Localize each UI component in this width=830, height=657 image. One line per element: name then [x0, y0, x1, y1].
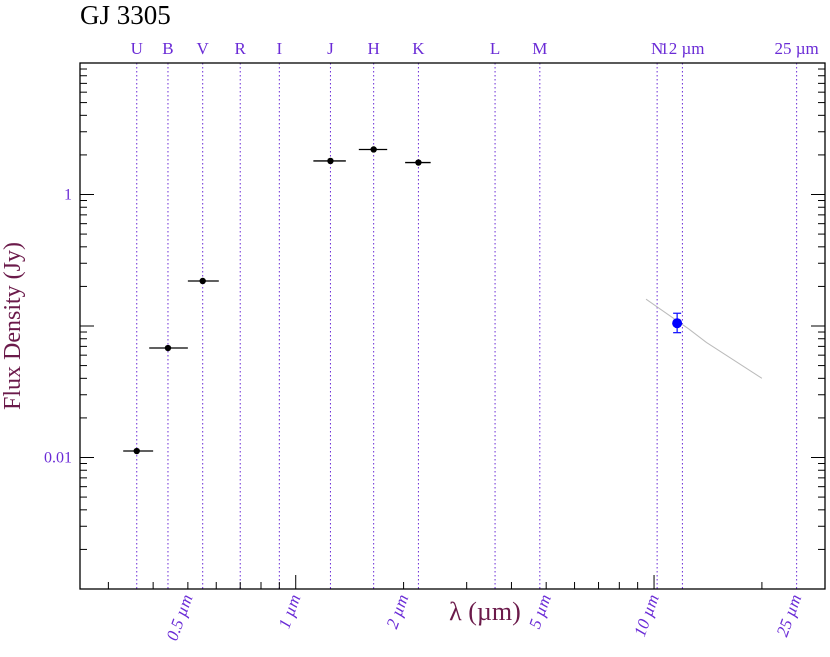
- band-label-3: R: [235, 39, 247, 58]
- mid-ir-point: [672, 318, 683, 329]
- band-labels: U B V R I J H K L M N12 µm 25 µm: [131, 39, 819, 58]
- plot-frame: [79, 62, 826, 590]
- photometry-point-0: [133, 447, 140, 455]
- band-label-8: L: [490, 39, 500, 58]
- band-label-1: B: [162, 39, 173, 58]
- band-label-0: U: [131, 39, 143, 58]
- chart-title: GJ 3305: [80, 0, 171, 30]
- x-tick-label-3: 5 µm: [525, 592, 555, 631]
- x-tick-label-2: 2 µm: [383, 592, 413, 631]
- photometry-point-2: [199, 277, 206, 285]
- band-label-6: H: [368, 39, 380, 58]
- photometry-points: [123, 146, 683, 455]
- photometry-point-4: [370, 146, 377, 153]
- band-label-12: 25 µm: [774, 39, 818, 58]
- band-label-2: V: [197, 39, 210, 58]
- x-tick-label-1: 1 µm: [275, 592, 305, 631]
- photometry-point-1: [164, 344, 172, 352]
- spectrum-tail: [645, 298, 763, 379]
- band-label-10: N: [651, 39, 663, 58]
- band-label-5: J: [327, 39, 334, 58]
- x-axis-label: λ (µm): [449, 597, 521, 626]
- band-label-4: I: [276, 39, 282, 58]
- band-label-11: 12 µm: [660, 39, 704, 58]
- tick-labels: 1 0.01 0.5 µm 1 µm 2 µm 5 µm 10 µm 25 µm: [44, 187, 805, 644]
- y-axis-label: Flux Density (Jy): [0, 242, 26, 410]
- band-label-7: K: [412, 39, 425, 58]
- x-tick-label-0: 0.5 µm: [162, 592, 196, 643]
- x-tick-label-5: 25 µm: [773, 592, 806, 639]
- x-tick-label-4: 10 µm: [630, 592, 663, 639]
- band-lines: [136, 63, 798, 589]
- photometry-point-3: [327, 157, 334, 165]
- photometry-point-5: [415, 159, 422, 166]
- band-label-9: M: [532, 39, 547, 58]
- y-tick-label-1: 0.01: [44, 450, 72, 467]
- model-spectrum: [645, 298, 763, 379]
- axis-ticks: [80, 68, 826, 590]
- y-tick-label-0: 1: [64, 187, 72, 204]
